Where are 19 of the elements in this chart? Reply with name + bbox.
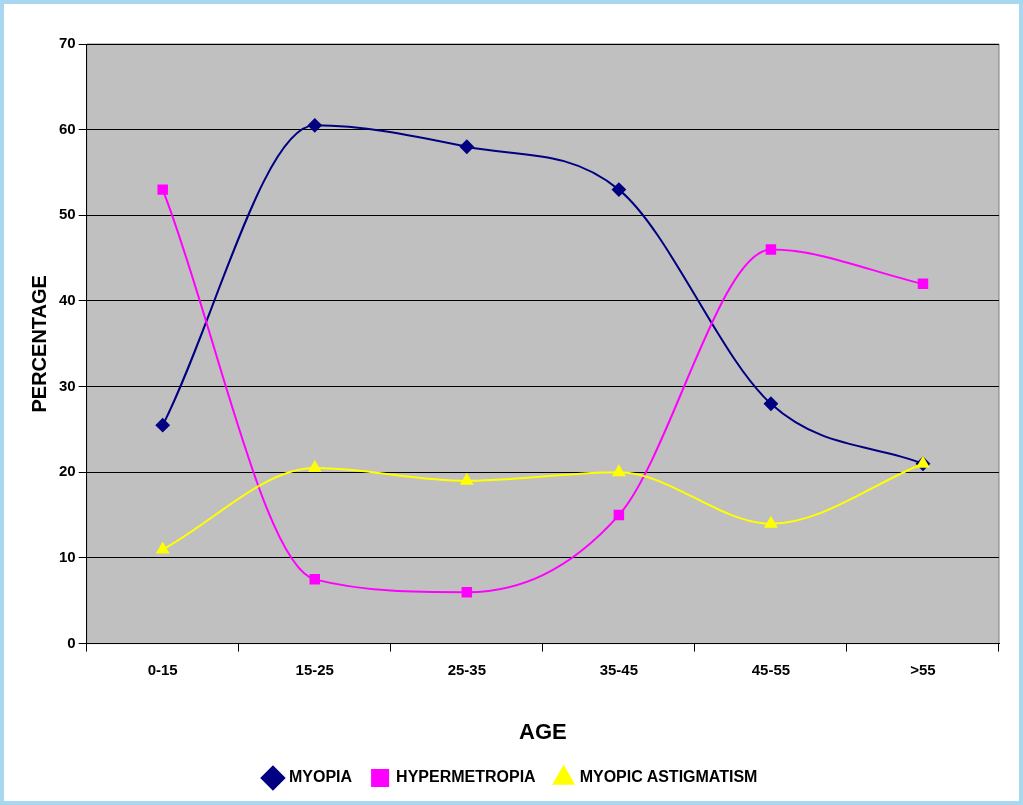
y-tick-label: 50 xyxy=(59,205,76,223)
x-tick-label: 0-15 xyxy=(147,660,178,678)
x-axis-title: AGE xyxy=(519,718,567,744)
x-tick-label: 45-55 xyxy=(751,660,791,678)
y-tick-label: 70 xyxy=(59,34,76,52)
legend-label: HYPERMETROPIA xyxy=(396,768,537,786)
y-tick-label: 20 xyxy=(59,462,76,480)
x-tick-label: 35-45 xyxy=(599,660,639,678)
y-tick-label: 60 xyxy=(59,119,76,137)
x-tick-label: >55 xyxy=(910,660,936,678)
y-tick-label: 0 xyxy=(67,633,76,651)
y-tick-label: 40 xyxy=(59,291,76,309)
x-tick-label: 25-35 xyxy=(447,660,486,678)
y-axis-title: PERCENTAGE xyxy=(27,275,50,413)
y-tick-label: 30 xyxy=(59,376,76,394)
legend-label: MYOPIC ASTIGMATISM xyxy=(579,768,758,786)
legend-label: MYOPIA xyxy=(288,768,353,786)
x-tick-label: 15-25 xyxy=(295,660,334,678)
y-tick-label: 10 xyxy=(59,548,76,566)
